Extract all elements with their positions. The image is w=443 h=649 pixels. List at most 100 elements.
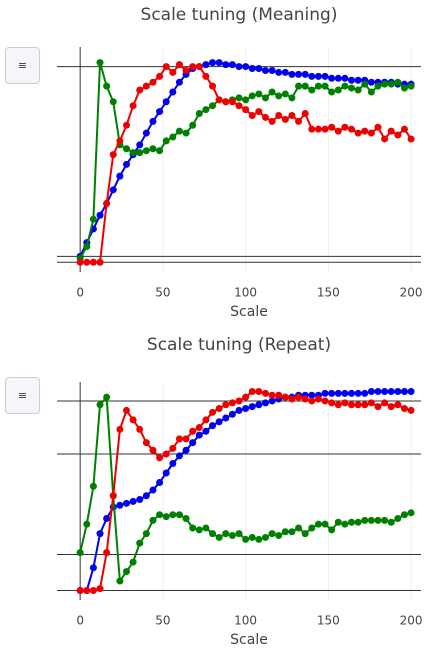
point bbox=[162, 137, 170, 145]
point bbox=[261, 399, 269, 407]
point bbox=[242, 63, 250, 71]
menu-button[interactable]: ≡ bbox=[5, 47, 40, 84]
point bbox=[321, 397, 329, 405]
point bbox=[275, 92, 283, 100]
point bbox=[301, 395, 309, 403]
point bbox=[116, 501, 124, 509]
point bbox=[122, 568, 130, 576]
point bbox=[195, 526, 203, 534]
point bbox=[169, 68, 177, 76]
point bbox=[374, 403, 382, 411]
point bbox=[83, 587, 91, 595]
point bbox=[314, 395, 322, 403]
point bbox=[341, 399, 349, 407]
point bbox=[149, 145, 157, 153]
point bbox=[361, 401, 369, 409]
point bbox=[328, 526, 336, 534]
point bbox=[96, 59, 104, 67]
point bbox=[96, 530, 104, 538]
point bbox=[361, 516, 369, 524]
point bbox=[301, 70, 309, 78]
point bbox=[235, 63, 243, 71]
point bbox=[374, 516, 382, 524]
point bbox=[189, 427, 197, 435]
point bbox=[149, 516, 157, 524]
point bbox=[308, 72, 316, 80]
point bbox=[103, 514, 111, 522]
point bbox=[321, 125, 329, 133]
point bbox=[295, 70, 303, 78]
x-tick-label: 100 bbox=[234, 286, 257, 300]
point bbox=[182, 66, 190, 74]
point bbox=[96, 258, 104, 266]
point bbox=[328, 389, 336, 397]
point bbox=[334, 86, 342, 94]
point bbox=[400, 387, 408, 395]
point bbox=[209, 408, 217, 416]
point bbox=[394, 514, 402, 522]
point bbox=[215, 418, 223, 426]
point bbox=[129, 416, 137, 424]
point bbox=[321, 520, 329, 528]
point bbox=[407, 406, 415, 414]
point bbox=[156, 108, 164, 116]
point bbox=[281, 68, 289, 76]
point bbox=[301, 110, 309, 118]
point bbox=[394, 387, 402, 395]
point bbox=[374, 387, 382, 395]
point bbox=[89, 258, 97, 266]
point bbox=[182, 129, 190, 137]
point bbox=[348, 389, 356, 397]
point bbox=[387, 80, 395, 88]
point bbox=[96, 585, 104, 593]
point bbox=[381, 516, 389, 524]
point bbox=[169, 133, 177, 141]
point bbox=[334, 518, 342, 526]
x-axis-label: Scale bbox=[230, 304, 268, 320]
point bbox=[109, 186, 117, 194]
point bbox=[295, 524, 303, 532]
point bbox=[156, 147, 164, 155]
point bbox=[76, 587, 84, 595]
x-tick-label: 50 bbox=[155, 614, 170, 628]
point bbox=[189, 121, 197, 129]
point bbox=[261, 66, 269, 74]
point bbox=[314, 72, 322, 80]
point bbox=[321, 389, 329, 397]
point bbox=[314, 125, 322, 133]
point bbox=[142, 82, 150, 90]
point bbox=[228, 399, 236, 407]
point bbox=[195, 431, 203, 439]
point bbox=[301, 530, 309, 538]
point bbox=[96, 401, 104, 409]
point bbox=[248, 92, 256, 100]
point bbox=[354, 401, 362, 409]
point bbox=[175, 511, 183, 519]
point bbox=[394, 401, 402, 409]
menu-button[interactable]: ≡ bbox=[5, 377, 40, 414]
point bbox=[96, 211, 104, 219]
point bbox=[308, 391, 316, 399]
point bbox=[308, 125, 316, 133]
point bbox=[341, 82, 349, 90]
point bbox=[122, 406, 130, 414]
point bbox=[235, 94, 243, 102]
point bbox=[129, 149, 137, 157]
point bbox=[255, 401, 263, 409]
x-tick-label: 150 bbox=[317, 614, 340, 628]
point bbox=[328, 399, 336, 407]
point bbox=[361, 80, 369, 88]
point bbox=[394, 78, 402, 86]
point bbox=[268, 66, 276, 74]
point bbox=[400, 405, 408, 413]
point bbox=[281, 90, 289, 98]
point bbox=[83, 243, 91, 251]
point bbox=[334, 127, 342, 135]
point bbox=[162, 63, 170, 71]
point bbox=[169, 88, 177, 96]
point bbox=[209, 59, 217, 67]
point bbox=[195, 423, 203, 431]
x-tick-label: 0 bbox=[76, 286, 84, 300]
chart-title: Scale tuning (Meaning) bbox=[141, 5, 338, 25]
